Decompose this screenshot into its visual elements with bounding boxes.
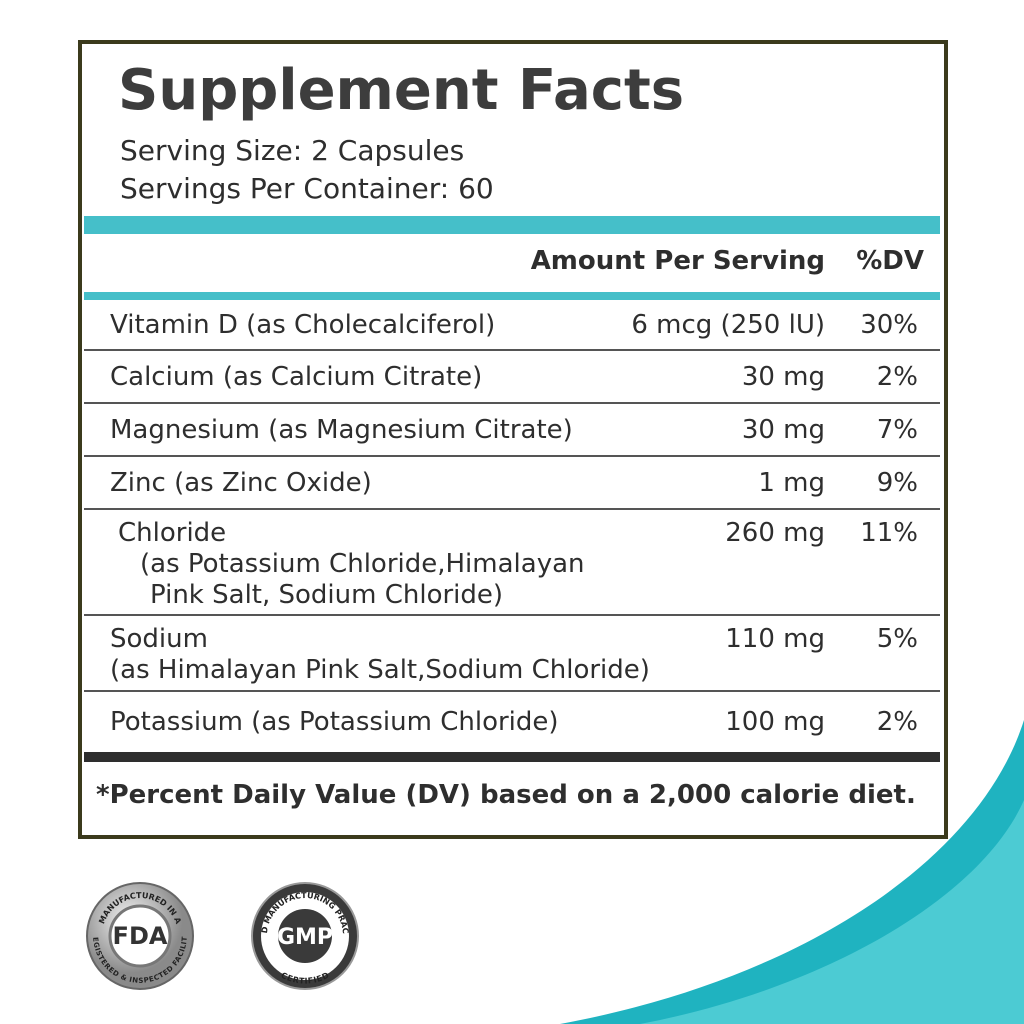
- serving-size: Serving Size: 2 Capsules: [120, 134, 465, 167]
- daily-value: 2%: [876, 706, 918, 737]
- nutrient-name: Magnesium (as Magnesium Citrate): [110, 414, 573, 445]
- nutrient-name: Chloride: [118, 518, 227, 548]
- amount: 260 mg: [725, 518, 825, 548]
- daily-value: 2%: [876, 361, 918, 392]
- teal-bar: [84, 216, 940, 234]
- row-divider: [84, 402, 940, 404]
- amount: 30 mg: [741, 414, 825, 445]
- row-divider: [84, 508, 940, 510]
- badge-center: [108, 904, 172, 968]
- footnote: *Percent Daily Value (DV) based on a 2,0…: [96, 780, 916, 810]
- nutrient-name: Calcium (as Calcium Citrate): [110, 361, 483, 392]
- amount: 6 mcg (250 lU): [631, 310, 825, 340]
- nutrient-name: Sodium: [110, 624, 208, 654]
- daily-value: 5%: [876, 624, 918, 654]
- badge-center-text: FDA: [113, 922, 168, 950]
- row-divider: [84, 455, 940, 457]
- title: Supplement Facts: [118, 58, 685, 123]
- header-dv: %DV: [856, 246, 924, 276]
- badge-center-text: GMP: [277, 925, 333, 950]
- amount: 110 mg: [725, 624, 825, 654]
- daily-value: 9%: [876, 467, 918, 498]
- nutrient-name: Zinc (as Zinc Oxide): [110, 467, 372, 498]
- daily-value: 30%: [860, 310, 918, 340]
- row-divider: [84, 690, 940, 692]
- nutrient-name: (as Potassium Chloride,Himalayan: [140, 549, 585, 579]
- nutrient-name: Potassium (as Potassium Chloride): [110, 706, 559, 737]
- amount: 100 mg: [725, 706, 825, 737]
- daily-value: 7%: [876, 414, 918, 445]
- nutrient-name: (as Himalayan Pink Salt,Sodium Chloride): [110, 655, 650, 685]
- fda-badge: MANUFACTURED IN A REGISTERED & INSPECTED…: [80, 876, 194, 990]
- amount: 30 mg: [741, 361, 825, 392]
- amount: 1 mg: [758, 467, 825, 498]
- badge-center: [278, 909, 332, 963]
- daily-value: 11%: [860, 518, 918, 548]
- row-divider: [84, 349, 940, 351]
- servings-per-container: Servings Per Container: 60: [120, 172, 494, 205]
- teal-bar: [84, 292, 940, 300]
- facts-panel: [78, 40, 948, 839]
- nutrient-name: Vitamin D (as Cholecalciferol): [110, 310, 496, 340]
- header-amount: Amount Per Serving: [530, 246, 825, 276]
- thick-bar: [84, 752, 940, 762]
- nutrient-name: Pink Salt, Sodium Chloride): [150, 580, 504, 610]
- wave-light: [640, 800, 1024, 1024]
- row-divider: [84, 614, 940, 616]
- badges: MANUFACTURED IN A REGISTERED & INSPECTED…: [80, 876, 359, 990]
